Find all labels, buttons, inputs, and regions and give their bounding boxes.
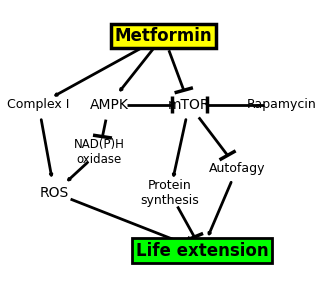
Text: Metformin: Metformin: [115, 27, 212, 45]
Text: ROS: ROS: [40, 186, 69, 200]
Text: Complex I: Complex I: [7, 98, 70, 111]
Text: mTOR: mTOR: [168, 98, 210, 112]
Text: AMPK: AMPK: [90, 98, 129, 112]
Text: Rapamycin: Rapamycin: [247, 98, 317, 111]
Text: Autofagy: Autofagy: [209, 162, 266, 175]
Text: Life extension: Life extension: [136, 242, 268, 260]
Text: NAD(P)H
oxidase: NAD(P)H oxidase: [74, 137, 125, 166]
Text: Protein
synthesis: Protein synthesis: [141, 179, 199, 207]
